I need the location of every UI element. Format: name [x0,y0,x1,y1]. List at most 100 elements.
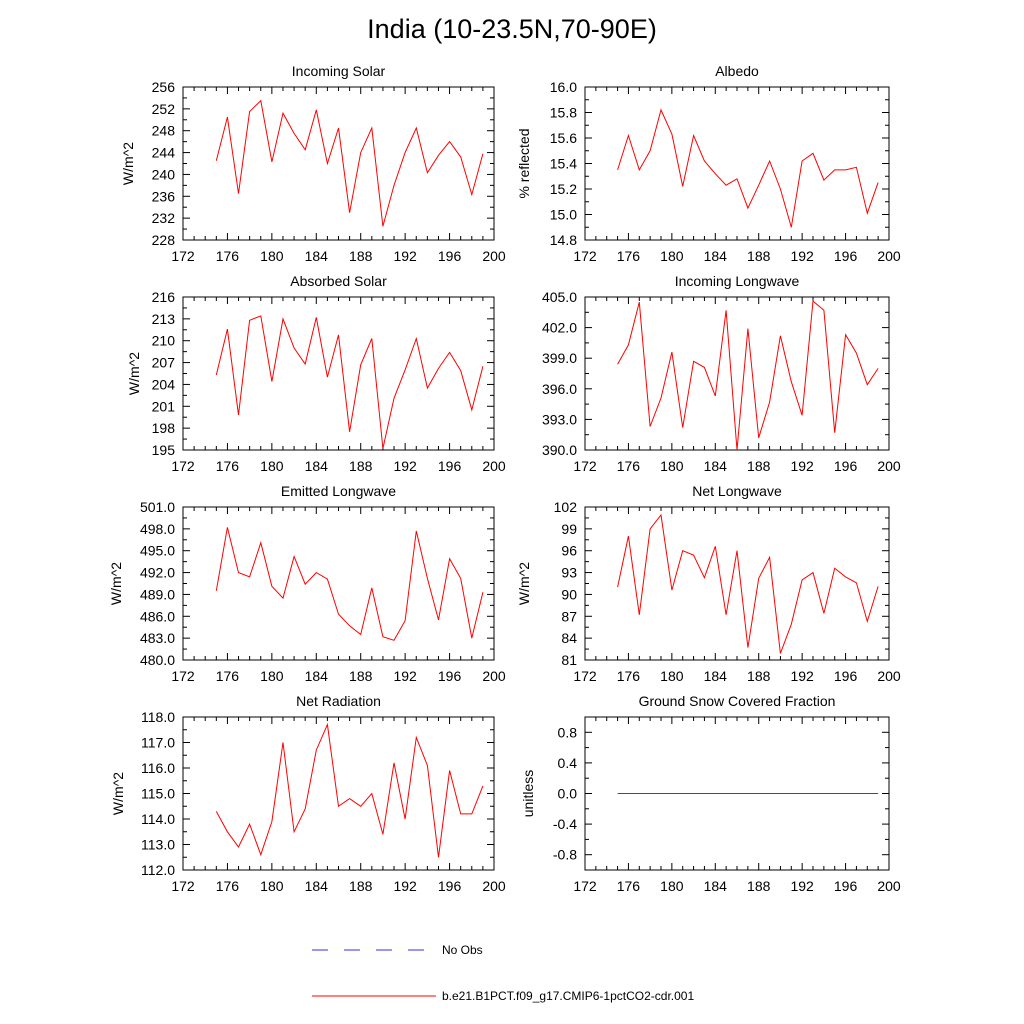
y-tick-label: 15.8 [550,105,577,121]
y-tick-label: 480.0 [140,652,175,668]
x-tick-label: 200 [482,878,506,894]
y-tick-label: 405.0 [542,289,577,305]
x-tick-label: 188 [747,878,771,894]
series-line [617,513,879,654]
series-line [215,527,484,641]
y-tick-label: 198 [152,420,176,436]
y-tick-label: 96 [561,543,577,559]
y-tick-label: 252 [152,101,176,117]
y-axis-label: W/m^2 [516,562,532,605]
y-tick-label: 390.0 [542,442,577,458]
y-tick-label: 15.0 [550,207,577,223]
x-tick-label: 176 [617,878,641,894]
y-tick-label: -0.4 [553,816,577,832]
x-tick-label: 192 [393,458,417,474]
y-tick-label: -0.8 [553,847,577,863]
y-axis-label: W/m^2 [108,562,124,605]
y-axis-label: W/m^2 [110,772,126,815]
x-tick-label: 172 [573,248,597,264]
x-tick-label: 192 [790,458,814,474]
x-tick-label: 192 [790,878,814,894]
series-line [215,99,484,227]
y-tick-label: 244 [152,145,176,161]
x-tick-label: 184 [704,878,728,894]
x-tick-label: 172 [573,878,597,894]
panel-title: Albedo [715,63,759,79]
chart-panel-4: Incoming Longwave 172 176 180 184 188 192 196 20… [542,273,901,474]
plot-frame [182,296,495,451]
plot-frame [182,506,495,661]
y-tick-label: 114.0 [141,811,175,827]
y-tick-label: 498.0 [140,521,175,537]
y-tick-label: 248 [152,123,176,139]
y-tick-label: 102 [554,499,578,515]
y-tick-label: 402.0 [542,320,577,336]
x-tick-label: 172 [573,668,597,684]
x-tick-label: 200 [877,668,901,684]
x-tick-label: 176 [216,458,240,474]
x-tick-label: 188 [747,248,771,264]
plot-frame [182,716,495,871]
x-tick-label: 172 [171,668,195,684]
x-tick-label: 180 [260,668,284,684]
y-tick-label: 0.8 [558,724,578,740]
y-tick-label: 14.8 [550,232,577,248]
panel-title: Incoming Longwave [675,273,800,289]
x-tick-label: 188 [349,458,373,474]
panel-title: Net Radiation [296,693,381,709]
y-tick-label: 115.0 [141,786,175,802]
y-tick-label: 15.4 [550,156,577,172]
y-tick-label: 236 [152,188,176,204]
x-tick-label: 176 [617,458,641,474]
y-tick-label: 228 [152,232,176,248]
y-tick-label: 195 [152,442,176,458]
x-tick-label: 200 [482,668,506,684]
chart-panel-7: Net Radiation W/m^2 172 176 180 184 188 192 196 2… [110,693,506,894]
panel-title: Emitted Longwave [281,483,396,499]
chart-panel-1: Incoming Solar W/m^2 172 176 180 184 188 192 196… [120,63,506,264]
y-tick-label: 399.0 [542,350,577,366]
x-tick-label: 180 [260,878,284,894]
x-tick-label: 192 [393,878,417,894]
plot-frame [584,86,890,241]
y-tick-label: 15.2 [550,181,577,197]
x-tick-label: 184 [704,458,728,474]
x-tick-label: 196 [438,248,462,264]
y-tick-label: 113.0 [141,837,175,853]
y-tick-label: 90 [561,586,577,602]
x-tick-label: 172 [171,248,195,264]
x-tick-label: 196 [438,458,462,474]
y-tick-label: 393.0 [542,411,577,427]
plot-frame [584,296,890,451]
x-tick-label: 196 [834,458,858,474]
y-axis-label: unitless [520,770,536,817]
y-tick-label: 15.6 [550,130,577,146]
panel-title: Absorbed Solar [290,273,387,289]
y-tick-label: 207 [152,355,176,371]
y-tick-label: 93 [561,565,577,581]
y-tick-label: 112.0 [141,862,175,878]
series-line [215,722,484,858]
y-tick-label: 210 [152,333,176,349]
x-tick-label: 200 [482,248,506,264]
x-tick-label: 184 [305,878,329,894]
series-line [617,300,879,451]
y-tick-label: 99 [561,521,577,537]
y-tick-label: 0.4 [558,755,578,771]
y-tick-label: 116.0 [141,760,175,776]
y-tick-label: 216 [152,289,176,305]
x-tick-label: 180 [260,458,284,474]
y-tick-label: 232 [152,210,176,226]
x-tick-label: 192 [790,668,814,684]
x-tick-label: 184 [704,248,728,264]
x-tick-label: 200 [877,248,901,264]
y-tick-label: 396.0 [542,381,577,397]
y-tick-label: 489.0 [140,586,175,602]
x-tick-label: 184 [305,248,329,264]
x-tick-label: 172 [171,458,195,474]
x-tick-label: 192 [790,248,814,264]
y-tick-label: 81 [561,652,577,668]
x-tick-label: 172 [171,878,195,894]
x-tick-label: 196 [438,668,462,684]
